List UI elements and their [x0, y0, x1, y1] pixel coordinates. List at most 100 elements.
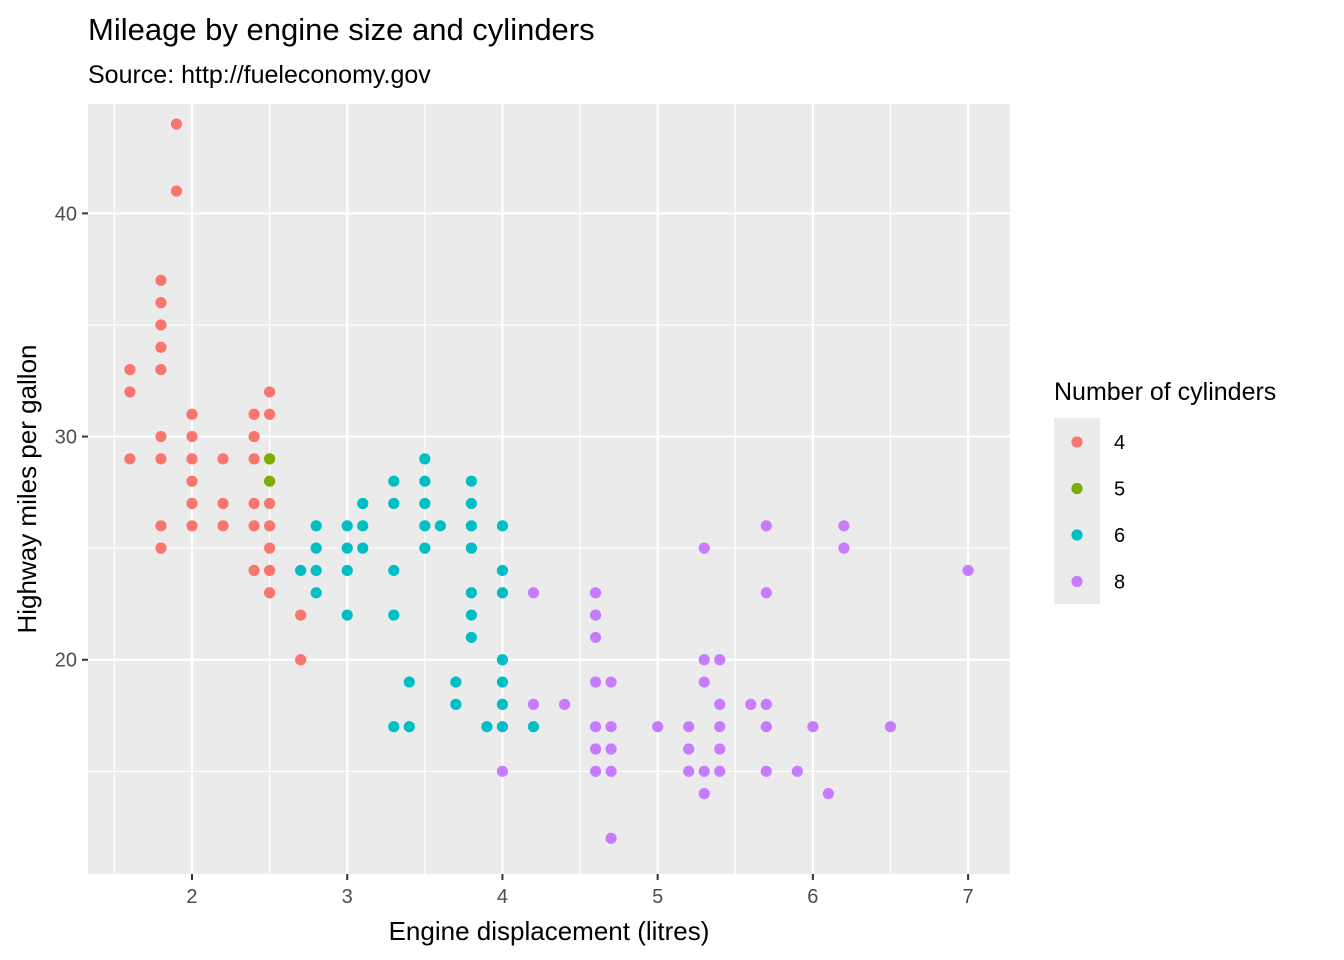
data-point-cyl-8 — [589, 743, 602, 755]
y-tick-labels: 20 30 40 — [55, 203, 77, 671]
data-point-cyl-4 — [155, 341, 167, 353]
data-point-cyl-6 — [465, 587, 477, 599]
data-point-cyl-6 — [341, 564, 353, 577]
data-point-cyl-4 — [264, 497, 276, 510]
data-point-cyl-6 — [419, 497, 431, 510]
data-point-cyl-8 — [714, 721, 726, 733]
chart-title: Mileage by engine size and cylinders — [88, 12, 595, 47]
data-point-cyl-6 — [403, 676, 415, 688]
data-point-cyl-4 — [248, 408, 260, 420]
data-point-cyl-8 — [698, 788, 710, 800]
data-point-cyl-6 — [465, 609, 477, 621]
data-point-cyl-4 — [155, 274, 167, 286]
legend-label-4: 4 — [1114, 432, 1125, 454]
legend-key-background — [1054, 418, 1100, 604]
data-point-cyl-4 — [186, 408, 198, 420]
data-point-cyl-4 — [248, 497, 260, 510]
data-point-cyl-6 — [450, 698, 462, 710]
grid-minor — [88, 104, 1010, 874]
data-point-cyl-8 — [605, 765, 617, 777]
legend: Number of cylinders 4 5 6 8 — [1054, 378, 1276, 604]
x-tick-label: 7 — [963, 886, 974, 908]
data-point-cyl-6 — [310, 520, 322, 532]
data-point-cyl-6 — [310, 587, 322, 599]
legend-key-6 — [1071, 529, 1083, 541]
data-point-cyl-8 — [652, 721, 664, 733]
data-point-cyl-6 — [434, 520, 446, 532]
y-tick-label: 30 — [55, 427, 77, 449]
legend-key-8 — [1071, 575, 1083, 588]
grid-major — [88, 104, 1010, 874]
axis-ticks — [82, 212, 970, 880]
data-point-cyl-4 — [155, 542, 167, 554]
data-point-cyl-4 — [170, 118, 183, 130]
data-point-cyl-4 — [264, 386, 276, 398]
data-point-cyl-8 — [698, 765, 710, 777]
data-point-cyl-6 — [419, 542, 431, 554]
data-point-cyl-8 — [962, 564, 974, 577]
data-point-cyl-4 — [155, 297, 167, 309]
legend-entries: 4 5 6 8 — [1071, 432, 1125, 594]
data-point-cyl-8 — [698, 542, 710, 554]
data-point-cyl-6 — [465, 497, 477, 510]
data-point-cyl-4 — [155, 430, 167, 443]
chart-subtitle: Source: http://fueleconomy.gov — [88, 61, 431, 89]
x-tick-label: 4 — [497, 886, 508, 908]
data-point-cyl-8 — [589, 721, 602, 733]
data-point-cyl-6 — [496, 676, 509, 688]
data-point-cyl-8 — [605, 721, 617, 733]
data-point-cyl-8 — [496, 765, 509, 777]
data-point-cyl-6 — [403, 721, 415, 733]
data-point-cyl-4 — [264, 564, 276, 577]
data-point-cyl-8 — [589, 676, 602, 688]
data-points — [124, 118, 974, 844]
data-point-cyl-6 — [465, 475, 477, 487]
data-point-cyl-6 — [465, 542, 477, 554]
data-point-cyl-6 — [357, 542, 369, 554]
data-point-cyl-5 — [264, 453, 276, 465]
data-point-cyl-6 — [419, 475, 431, 487]
data-point-cyl-4 — [155, 319, 167, 331]
data-point-cyl-6 — [310, 542, 322, 554]
data-point-cyl-8 — [714, 743, 726, 755]
data-point-cyl-4 — [217, 453, 229, 465]
data-point-cyl-4 — [264, 520, 276, 532]
data-point-cyl-8 — [589, 631, 602, 644]
data-point-cyl-6 — [465, 631, 477, 644]
x-tick-label: 2 — [186, 886, 197, 908]
data-point-cyl-8 — [683, 743, 695, 755]
data-point-cyl-6 — [341, 609, 353, 621]
data-point-cyl-8 — [807, 721, 819, 733]
data-point-cyl-8 — [714, 765, 726, 777]
data-point-cyl-4 — [186, 520, 198, 532]
data-point-cyl-8 — [683, 721, 695, 733]
plot-panel — [88, 104, 1010, 874]
data-point-cyl-8 — [791, 765, 803, 777]
data-point-cyl-8 — [589, 609, 602, 621]
legend-label-8: 8 — [1114, 572, 1125, 594]
data-point-cyl-4 — [264, 587, 276, 599]
data-point-cyl-6 — [419, 453, 431, 465]
x-tick-label: 6 — [807, 886, 818, 908]
data-point-cyl-4 — [186, 453, 198, 465]
data-point-cyl-8 — [589, 765, 602, 777]
data-point-cyl-6 — [388, 497, 400, 510]
data-point-cyl-6 — [388, 475, 400, 487]
x-tick-label: 3 — [342, 886, 353, 908]
data-point-cyl-6 — [357, 520, 369, 532]
data-point-cyl-8 — [605, 676, 617, 688]
data-point-cyl-6 — [388, 564, 400, 577]
data-point-cyl-6 — [496, 721, 509, 733]
data-point-cyl-8 — [822, 788, 834, 800]
data-point-cyl-8 — [760, 698, 772, 710]
data-point-cyl-8 — [527, 587, 540, 599]
y-tick-label: 20 — [55, 650, 77, 672]
data-point-cyl-4 — [155, 520, 167, 532]
data-point-cyl-6 — [341, 542, 353, 554]
data-point-cyl-4 — [295, 609, 307, 621]
data-point-cyl-8 — [527, 698, 540, 710]
data-point-cyl-6 — [496, 587, 509, 599]
x-tick-labels: 2 3 4 5 6 7 — [186, 886, 973, 908]
data-point-cyl-6 — [388, 609, 400, 621]
